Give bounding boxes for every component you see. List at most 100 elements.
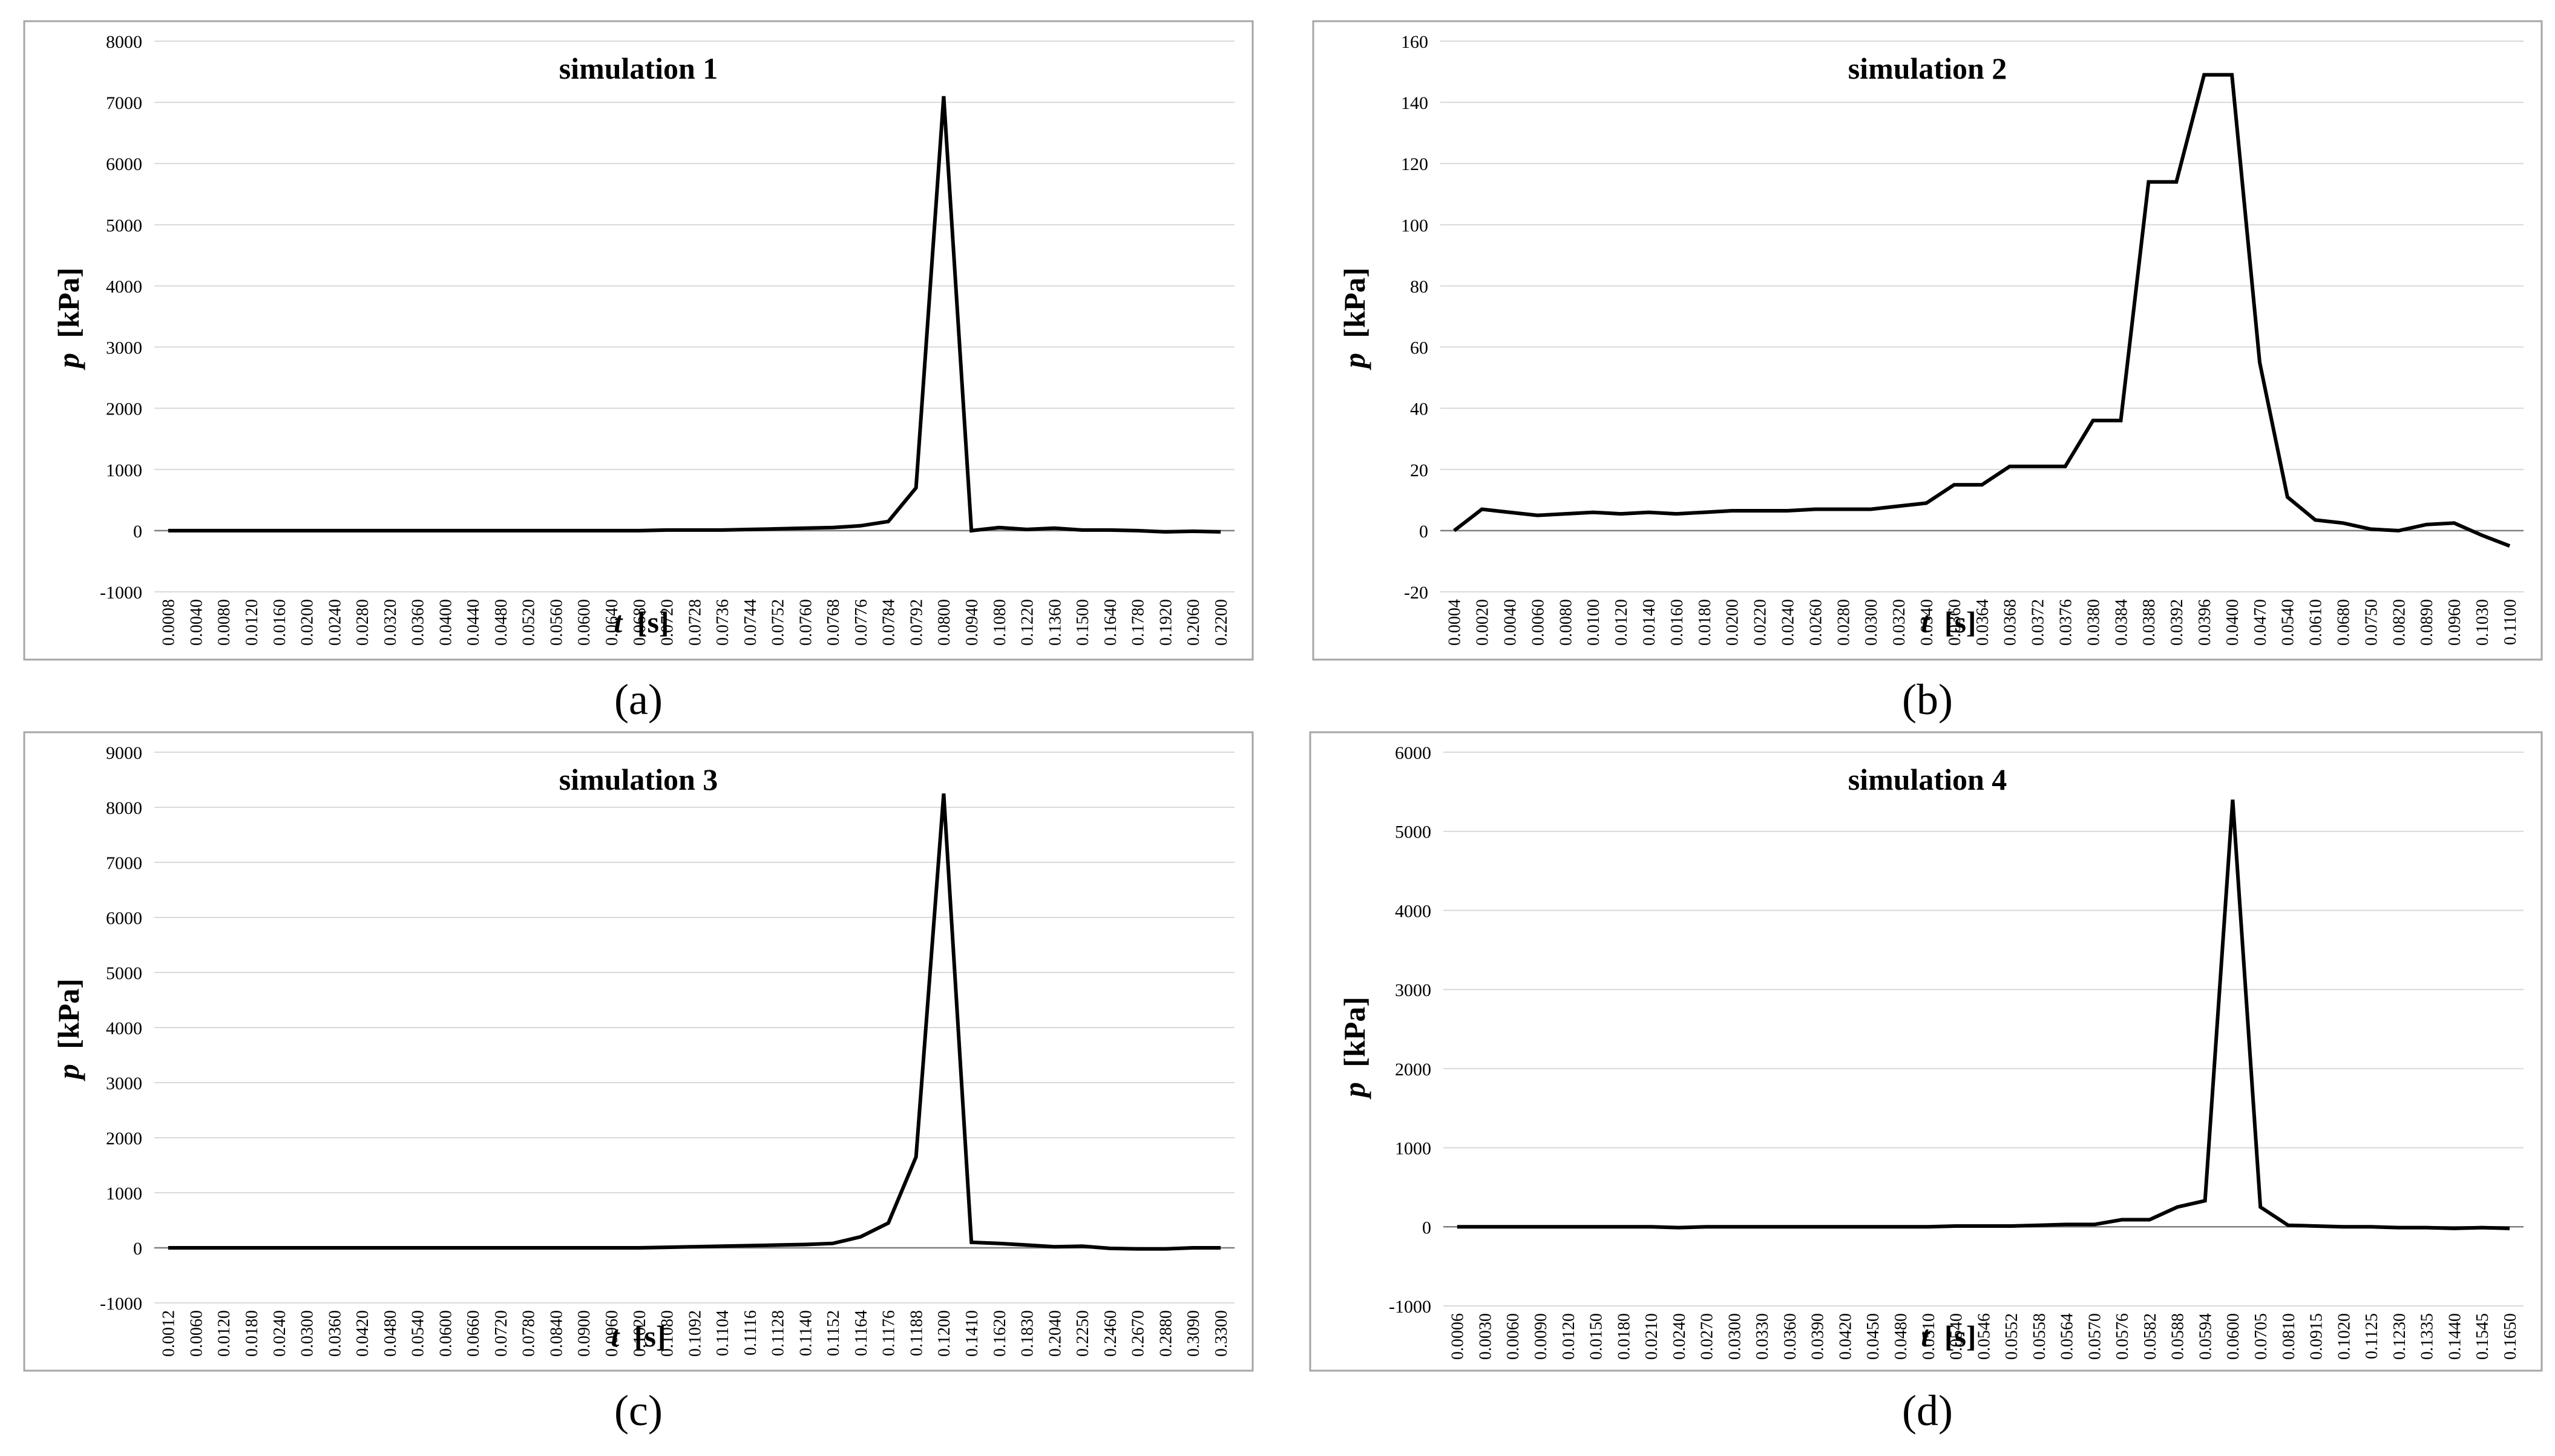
x-tick-label: 0.1030 [2473,599,2492,646]
x-tick-label: 0.1104 [713,1310,732,1356]
y-axis-unit: [kPa] [1337,267,1371,338]
x-tick-label: 0.0392 [2168,599,2186,646]
x-tick-label: 0.0384 [2112,599,2131,646]
x-tick-label: 0.0090 [1532,1313,1550,1360]
x-tick-label: 0.0560 [547,599,566,646]
y-tick-label: 5000 [106,963,142,983]
x-tick-label: 0.0780 [520,1310,539,1357]
x-tick-label: 0.0180 [1696,599,1714,646]
y-axis-variable: p [1337,353,1371,370]
x-tick-label: 0.0915 [2307,1313,2326,1360]
x-tick-label: 0.0588 [2169,1313,2188,1360]
y-tick-label: 3000 [106,1074,142,1094]
y-tick-label: 0 [133,522,142,542]
x-tick-label: 0.0564 [2058,1313,2077,1360]
x-tick-label: 0.0360 [409,599,428,646]
x-tick-label: 0.2250 [1074,1310,1092,1357]
y-tick-label: 6000 [106,908,142,928]
y-tick-label: 0 [1422,1218,1431,1238]
x-tick-label: 0.1545 [2473,1313,2492,1360]
chart-title: simulation 2 [1848,51,2007,85]
x-tick-label: 0.0360 [1781,1313,1800,1360]
x-tick-label: 0.0558 [2030,1313,2049,1360]
y-axis-unit: [kPa] [51,267,85,338]
x-tick-label: 0.1116 [741,1310,760,1356]
x-tick-label: 0.0240 [326,599,344,646]
x-tick-label: 0.1188 [907,1310,926,1356]
x-tick-label: 0.0060 [1504,1313,1523,1360]
x-tick-label: 0.0768 [824,599,843,646]
chart-panel-c: -1000 0 1000 2000 3000 4000 5000 6000 7000 8000 90… [23,731,1254,1372]
x-tick-label: 0.1020 [631,1310,649,1357]
x-tick-label: 0.1128 [769,1310,788,1356]
x-tick-label: 0.1200 [935,1310,954,1357]
series-line [168,793,1221,1251]
x-tick-label: 0.0570 [2085,1313,2104,1360]
x-tick-label: 0.0640 [603,599,622,646]
y-tick-label: 8000 [106,32,142,52]
x-tick-label: 0.0160 [1668,599,1687,646]
x-axis-label: t [s] [1921,605,1976,639]
y-tick-label: 20 [1410,461,1428,480]
x-tick-label: 0.0744 [741,599,760,646]
y-axis-variable: p [51,1064,85,1081]
chart-title: simulation 1 [559,51,718,85]
y-tick-label: 5000 [106,215,142,235]
x-tick-label: 0.2460 [1101,1310,1120,1357]
x-tick-label: 0.0420 [353,1310,372,1357]
y-tick-label: 7000 [106,93,142,113]
x-axis-variable: t [614,605,623,639]
chart-frame [23,20,1254,661]
y-axis-variable: p [1337,1082,1371,1100]
x-tick-label: 0.0552 [2002,1313,2021,1360]
x-tick-label: 0.0600 [575,599,594,646]
x-tick-label: 0.1410 [963,1310,982,1357]
x-tick-label: 0.1152 [824,1310,843,1356]
x-axis-label: t [s] [611,1319,666,1353]
chart-title: simulation 3 [559,762,718,796]
x-tick-label: 0.0480 [492,599,511,646]
x-tick-label: 0.0340 [1918,599,1937,646]
x-tick-label: 0.0720 [658,599,677,646]
y-tick-label: -20 [1404,583,1428,603]
y-axis-unit: [kPa] [1337,997,1371,1067]
y-tick-label: 3000 [106,338,142,358]
x-tick-label: 0.1830 [1018,1310,1037,1357]
x-tick-label: 0.1080 [658,1310,677,1357]
x-tick-label: 0.1092 [686,1310,704,1357]
plot-area: -1000 0 1000 2000 3000 4000 5000 6000 0.0006 0.00… [1389,743,2524,1360]
x-tick-label: 0.0792 [907,599,926,646]
x-tick-label: 0.0450 [1864,1313,1883,1360]
x-tick-label: 0.0140 [1640,599,1659,646]
x-tick-label: 0.0720 [492,1310,511,1357]
x-tick-label: 0.1780 [1129,599,1148,646]
x-tick-label: 0.2880 [1156,1310,1175,1357]
x-tick-label: 0.1080 [991,599,1009,646]
x-tick-label: 0.0750 [2362,599,2381,646]
chart-title: simulation 4 [1848,762,2007,796]
panel-caption-c: (c) [614,1386,663,1435]
x-tick-label: 0.0240 [1670,1313,1689,1360]
y-tick-label: 5000 [1395,822,1431,842]
x-tick-label: 0.0300 [1862,599,1881,646]
x-tick-label: 0.0680 [631,599,649,646]
y-tick-label: 3000 [1395,980,1431,1000]
x-axis-variable: t [1921,1319,1930,1353]
x-tick-label: 0.0220 [1751,599,1770,646]
x-tick-label: 0.0540 [1947,1313,1966,1360]
x-tick-label: 0.0180 [243,1310,261,1357]
y-tick-label: 7000 [106,853,142,873]
x-tick-label: 0.0576 [2113,1313,2132,1360]
x-tick-label: 0.0360 [326,1310,344,1357]
x-tick-label: 0.0040 [1501,599,1520,646]
x-axis-unit: [s] [634,1319,666,1353]
x-tick-label: 0.0960 [603,1310,622,1357]
plot-area: -1000 0 1000 2000 3000 4000 5000 6000 7000 8000 0.… [100,32,1235,646]
plot-area: -20 0 20 40 60 80 100 120 140 160 0.0004 0.0020 0.00… [1401,32,2524,646]
y-axis-label: p [kPa] [51,979,85,1081]
x-tick-label: 0.1640 [1101,599,1120,646]
x-tick-label: 0.1440 [2445,1313,2464,1360]
x-tick-label: 0.0600 [436,1310,455,1357]
y-tick-label: 120 [1401,154,1428,174]
y-axis-label: p [kPa] [51,267,85,370]
